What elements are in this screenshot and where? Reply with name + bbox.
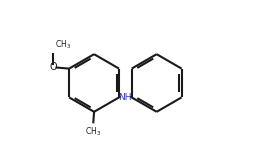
Text: O: O [53, 50, 54, 51]
Text: $\mathregular{CH_3}$: $\mathregular{CH_3}$ [85, 126, 101, 138]
Text: $\mathregular{CH_3}$: $\mathregular{CH_3}$ [55, 39, 71, 51]
Text: O: O [50, 62, 57, 72]
Text: NH: NH [119, 93, 132, 102]
